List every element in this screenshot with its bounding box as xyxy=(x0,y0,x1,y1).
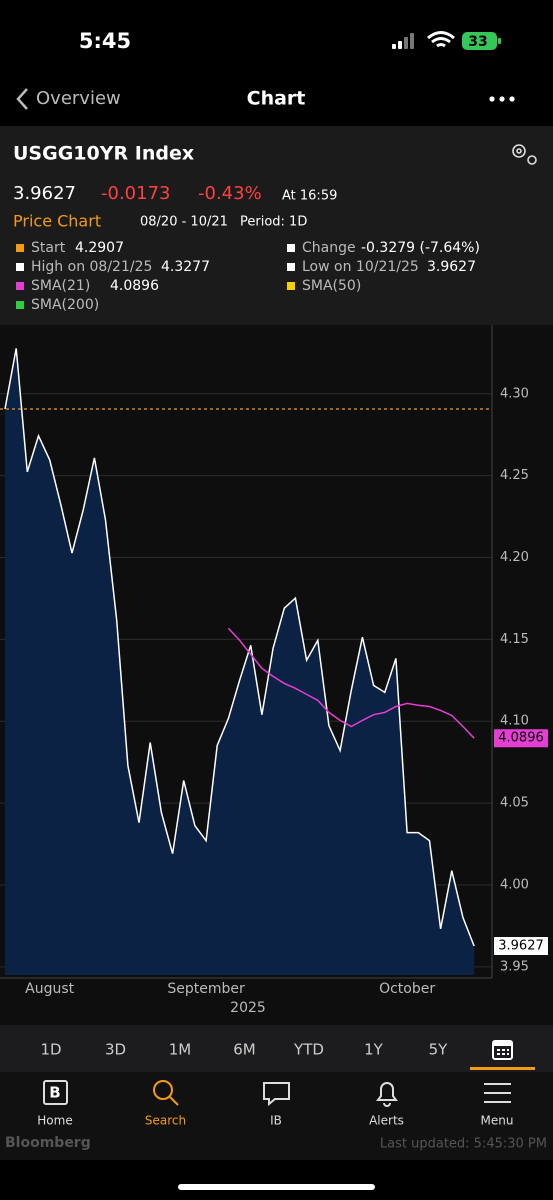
tabs: Home Search IB Alerts Menu xyxy=(37,1114,513,1128)
sma-tag-label: 4.0896 xyxy=(498,731,544,746)
legend-label: SMA(200) xyxy=(31,297,99,313)
legend-swatch xyxy=(16,301,24,309)
pct-change: -0.43% xyxy=(198,183,262,204)
legend-swatch xyxy=(287,263,295,271)
x-tick-label: September xyxy=(167,981,245,997)
legend-label: SMA(21) xyxy=(31,278,90,294)
y-tick-label: 4.10 xyxy=(500,714,529,729)
y-tick-label: 4.20 xyxy=(500,550,529,565)
period-button[interactable]: 5Y xyxy=(429,1041,449,1059)
period: Period: 1D xyxy=(240,215,307,230)
legend-swatch xyxy=(287,282,295,290)
period-button[interactable]: 1M xyxy=(169,1041,192,1059)
security-title: USGG10YR Index xyxy=(13,143,194,165)
tab-button[interactable]: Home xyxy=(37,1114,72,1128)
price-tag xyxy=(494,937,548,956)
legend-value: 3.9627 xyxy=(427,259,476,275)
date-range: 08/20 - 10/21 xyxy=(140,215,228,230)
y-tick-label: 4.05 xyxy=(500,796,529,811)
legend-swatch xyxy=(16,263,24,271)
legend-swatch xyxy=(287,244,295,252)
period-selector: 1D 3D 1M 6M YTD 1Y 5Y xyxy=(40,1041,448,1059)
price-tag-label: 3.9627 xyxy=(498,939,544,954)
nav-title: Chart xyxy=(247,88,306,110)
sma-tag xyxy=(494,729,548,748)
tab-button[interactable]: Alerts xyxy=(369,1114,404,1128)
legend-value: 4.3277 xyxy=(161,259,210,275)
sma-line xyxy=(227,627,475,739)
last-price: 3.9627 xyxy=(13,183,76,204)
price-line xyxy=(4,348,475,947)
settings-button[interactable] xyxy=(512,144,537,165)
tab-icons xyxy=(43,1080,511,1107)
legend-value: 4.2907 xyxy=(75,240,124,256)
legend-label: Low on 10/21/25 xyxy=(302,259,419,275)
legend-value: 4.0896 xyxy=(110,278,159,294)
x-tick-label: August xyxy=(25,981,75,997)
legend: Start 4.2907 Change -0.3279 (-7.64%) High on… xyxy=(16,240,480,313)
y-tick-label: 4.00 xyxy=(500,877,529,892)
legend-swatch xyxy=(16,282,24,290)
y-tick-label: 4.15 xyxy=(500,632,529,647)
legend-value: -0.3279 (-7.64%) xyxy=(361,240,480,256)
x-axis-label: 2025 xyxy=(230,1000,266,1016)
plot: 3.95 4.00 4.05 4.10 4.15 4.20 4.25 4.30 August Se… xyxy=(0,325,548,1016)
clock: 5:45 xyxy=(79,29,131,53)
y-tick-label: 4.30 xyxy=(500,386,529,401)
brand: Bloomberg xyxy=(5,1135,91,1151)
period-button[interactable]: YTD xyxy=(293,1041,324,1059)
battery xyxy=(462,32,497,50)
battery-tip xyxy=(498,38,501,44)
home-indicator xyxy=(178,1184,375,1190)
y-tick-label: 3.95 xyxy=(500,959,529,974)
home-icon-letter: B xyxy=(49,1084,60,1102)
price-area xyxy=(5,348,475,975)
period-button[interactable]: 1D xyxy=(40,1041,61,1059)
tab-button[interactable]: IB xyxy=(270,1114,282,1128)
period-bar xyxy=(0,1026,553,1072)
legend-label: High on 08/21/25 xyxy=(31,259,152,275)
wifi xyxy=(427,31,455,48)
tab-bar xyxy=(0,1072,553,1160)
legend-label: Change xyxy=(302,240,356,256)
back-button[interactable]: Overview xyxy=(16,88,121,110)
legend-swatch xyxy=(16,244,24,252)
signal xyxy=(392,33,414,49)
chart-name: Price Chart xyxy=(13,212,101,231)
x-tick-label: October xyxy=(379,981,435,997)
period-button[interactable]: 3D xyxy=(105,1041,126,1059)
tab-button[interactable]: Menu xyxy=(481,1114,514,1128)
legend-label: SMA(50) xyxy=(302,278,361,294)
y-tick-label: 4.25 xyxy=(500,468,529,483)
calendar-button[interactable] xyxy=(470,1040,535,1070)
period-button[interactable]: 1Y xyxy=(364,1041,384,1059)
period-button[interactable]: 6M xyxy=(233,1041,256,1059)
tab-button[interactable]: Search xyxy=(145,1114,186,1128)
back-label[interactable]: Overview xyxy=(36,88,121,109)
net-change: -0.0173 xyxy=(101,183,170,204)
last-updated: Last updated: 5:45:30 PM xyxy=(380,1137,547,1152)
quote-time: At 16:59 xyxy=(282,189,337,204)
battery-level: 33 xyxy=(468,34,487,50)
legend-label: Start xyxy=(31,240,66,256)
more-menu[interactable] xyxy=(489,96,515,102)
